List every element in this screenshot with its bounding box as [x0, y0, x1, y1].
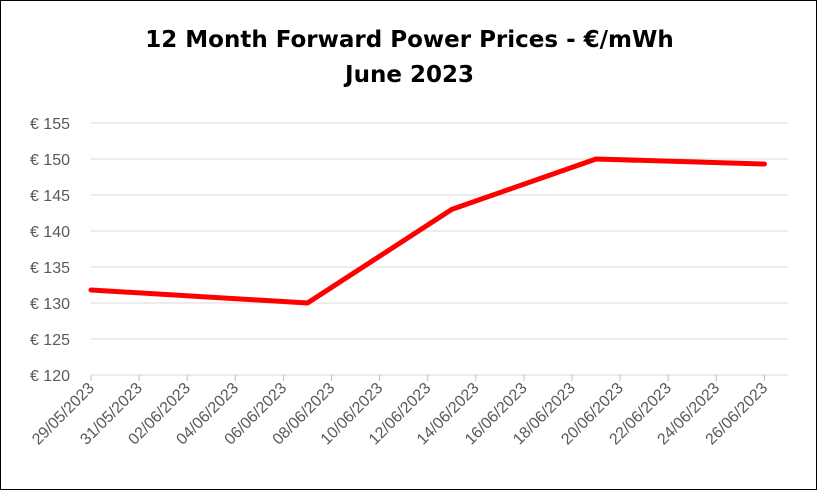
- chart-subtitle: June 2023: [345, 62, 474, 88]
- chart-title: 12 Month Forward Power Prices - €/mWh: [145, 27, 674, 53]
- chart-title-block: 12 Month Forward Power Prices - €/mWh Ju…: [1, 23, 817, 93]
- x-axis-ticks: [90, 375, 765, 381]
- y-tick-label: € 150: [30, 152, 70, 169]
- y-gridlines: [91, 122, 788, 376]
- y-tick-label: € 140: [30, 224, 70, 241]
- y-tick-label: € 130: [30, 296, 70, 313]
- y-tick-label: € 145: [30, 188, 70, 205]
- y-tick-label: € 120: [30, 368, 70, 385]
- y-tick-label: € 155: [30, 116, 70, 133]
- y-tick-label: € 135: [30, 260, 70, 277]
- y-tick-label: € 125: [30, 332, 70, 349]
- x-axis-tick-labels: 29/05/202331/05/202302/06/202304/06/2023…: [29, 380, 771, 449]
- y-axis-tick-labels: € 120 € 125 € 130 € 135 € 140 € 145 € 150 € 155: [30, 116, 70, 385]
